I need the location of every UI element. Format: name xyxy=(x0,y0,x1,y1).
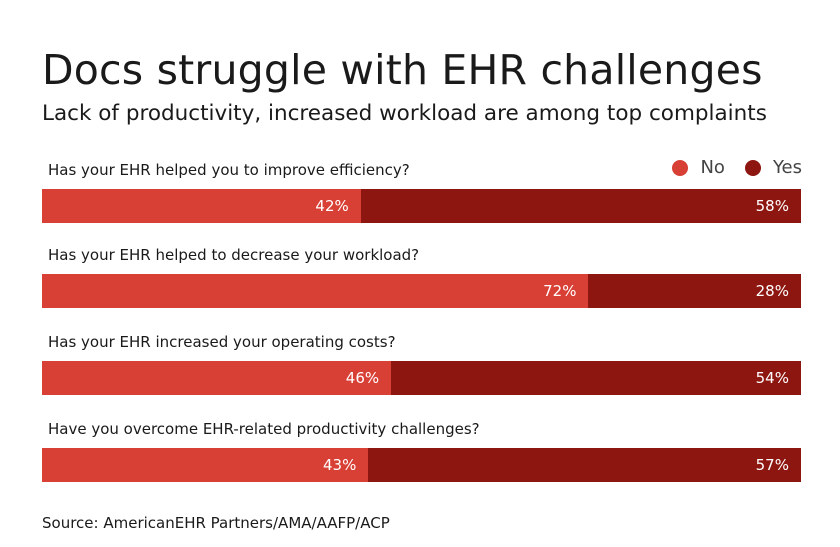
legend-item-yes: Yes xyxy=(744,157,802,178)
data-label: 57% xyxy=(755,456,789,474)
data-label: 54% xyxy=(755,369,789,387)
question-label: Has your EHR helped to decrease your wor… xyxy=(48,246,420,264)
question-label: Has your EHR increased your operating co… xyxy=(48,333,396,351)
stacked-bar: 42% 58% xyxy=(42,189,801,223)
source-note: Source: AmericanEHR Partners/AMA/AAFP/AC… xyxy=(42,514,390,532)
bar-segment-yes: 58% xyxy=(360,189,801,223)
stacked-bar: 46% 54% xyxy=(42,361,801,395)
stacked-bar: 72% 28% xyxy=(42,274,801,308)
legend-swatch-yes xyxy=(744,159,761,176)
bar-segment-no: 42% xyxy=(42,189,361,223)
legend-swatch-no xyxy=(672,159,689,176)
data-label: 72% xyxy=(543,282,577,300)
bar-segment-no: 72% xyxy=(42,274,589,308)
legend-label-no: No xyxy=(700,157,725,178)
chart-title: Docs struggle with EHR challenges xyxy=(42,46,763,94)
question-label: Have you overcome EHR-related productivi… xyxy=(48,420,480,438)
bar-segment-no: 46% xyxy=(42,361,392,395)
legend-label-yes: Yes xyxy=(772,157,802,178)
stacked-bar: 43% 57% xyxy=(42,448,801,482)
chart-subtitle: Lack of productivity, increased workload… xyxy=(42,101,767,126)
legend: No Yes xyxy=(652,157,802,178)
legend-item-no: No xyxy=(672,157,725,178)
bar-segment-yes: 28% xyxy=(588,274,801,308)
bar-segment-yes: 57% xyxy=(368,448,801,482)
data-label: 58% xyxy=(755,197,789,215)
data-label: 42% xyxy=(315,197,349,215)
data-label: 43% xyxy=(323,456,357,474)
data-label: 46% xyxy=(345,369,380,387)
bar-segment-yes: 54% xyxy=(391,361,801,395)
question-label: Has your EHR helped you to improve effic… xyxy=(48,161,410,179)
data-label: 28% xyxy=(755,282,789,300)
bar-segment-no: 43% xyxy=(42,448,369,482)
